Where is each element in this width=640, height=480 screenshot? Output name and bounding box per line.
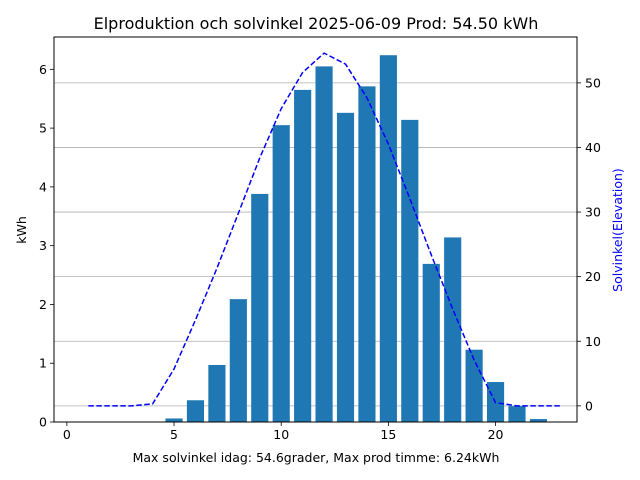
bar — [422, 263, 440, 422]
y2-tick-label: 0 — [585, 398, 593, 413]
bar — [186, 400, 205, 422]
y2-tick-label: 20 — [585, 269, 601, 284]
plot-frame — [53, 36, 578, 423]
x-tick-label: 15 — [380, 427, 396, 442]
bar — [465, 349, 483, 422]
y2-axis-label: Solvinkel(Elevation) — [610, 168, 625, 292]
bar — [165, 418, 183, 422]
y2-tick-label: 40 — [585, 140, 601, 155]
bar — [251, 193, 269, 422]
left-axis-ticks: 0 1 2 3 4 5 6 — [39, 62, 54, 430]
bar-series — [165, 55, 547, 423]
bar — [508, 406, 526, 422]
x-tick-label: 0 — [63, 427, 71, 442]
x-axis-ticks: 0 5 10 15 20 — [63, 422, 504, 442]
bar — [294, 89, 312, 423]
x-tick-label: 20 — [488, 427, 504, 442]
bar — [444, 237, 462, 422]
bar — [529, 419, 547, 422]
y-tick-label: 0 — [39, 415, 47, 430]
bar — [379, 55, 397, 422]
bar — [315, 66, 333, 422]
y2-tick-label: 10 — [585, 334, 601, 349]
chart-title: Elproduktion och solvinkel 2025-06-09 Pr… — [94, 14, 539, 33]
bar — [272, 125, 290, 422]
bar — [229, 299, 247, 422]
bar — [336, 112, 355, 422]
bar — [401, 119, 419, 422]
y-tick-label: 5 — [39, 121, 47, 136]
y-tick-label: 2 — [39, 297, 47, 312]
y-tick-label: 1 — [39, 356, 47, 371]
x-tick-label: 10 — [273, 427, 289, 442]
y-tick-label: 6 — [39, 62, 47, 77]
elevation-line-series — [88, 52, 560, 407]
elevation-line — [88, 52, 560, 407]
x-axis-label: Max solvinkel idag: 54.6grader, Max prod… — [133, 450, 500, 465]
y-tick-label: 3 — [39, 238, 47, 253]
bar — [208, 364, 226, 422]
y2-tick-label: 50 — [585, 75, 601, 90]
y-axis-label: kWh — [14, 216, 29, 244]
y-tick-label: 4 — [39, 179, 47, 194]
bar — [358, 86, 376, 422]
right-axis-ticks: 0 10 20 30 40 50 — [577, 75, 601, 413]
x-tick-label: 5 — [170, 427, 178, 442]
y2-tick-label: 30 — [585, 205, 601, 220]
